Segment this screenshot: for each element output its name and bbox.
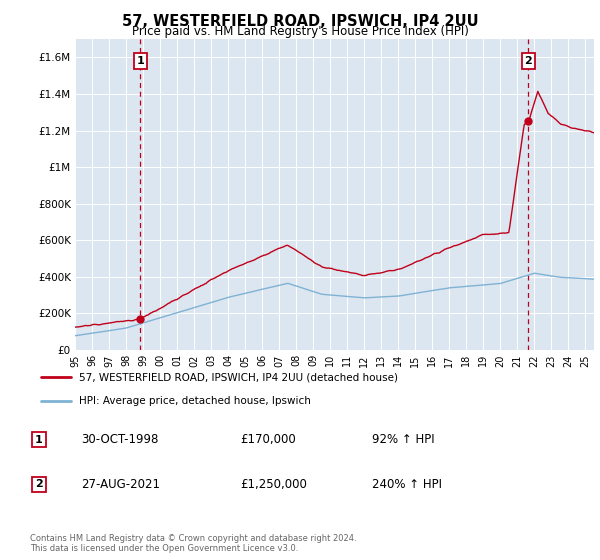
Text: £1,250,000: £1,250,000 (240, 478, 307, 491)
Text: 1: 1 (136, 56, 144, 66)
Text: 27-AUG-2021: 27-AUG-2021 (81, 478, 160, 491)
Text: 57, WESTERFIELD ROAD, IPSWICH, IP4 2UU: 57, WESTERFIELD ROAD, IPSWICH, IP4 2UU (122, 14, 478, 29)
Text: 2: 2 (35, 479, 43, 489)
Text: 57, WESTERFIELD ROAD, IPSWICH, IP4 2UU (detached house): 57, WESTERFIELD ROAD, IPSWICH, IP4 2UU (… (79, 372, 398, 382)
Text: 2: 2 (524, 56, 532, 66)
Text: HPI: Average price, detached house, Ipswich: HPI: Average price, detached house, Ipsw… (79, 396, 311, 406)
Text: Price paid vs. HM Land Registry's House Price Index (HPI): Price paid vs. HM Land Registry's House … (131, 25, 469, 38)
Text: 1: 1 (35, 435, 43, 445)
Text: 30-OCT-1998: 30-OCT-1998 (81, 433, 158, 446)
Text: 240% ↑ HPI: 240% ↑ HPI (372, 478, 442, 491)
Text: 92% ↑ HPI: 92% ↑ HPI (372, 433, 434, 446)
Text: £170,000: £170,000 (240, 433, 296, 446)
Text: Contains HM Land Registry data © Crown copyright and database right 2024.
This d: Contains HM Land Registry data © Crown c… (30, 534, 356, 553)
